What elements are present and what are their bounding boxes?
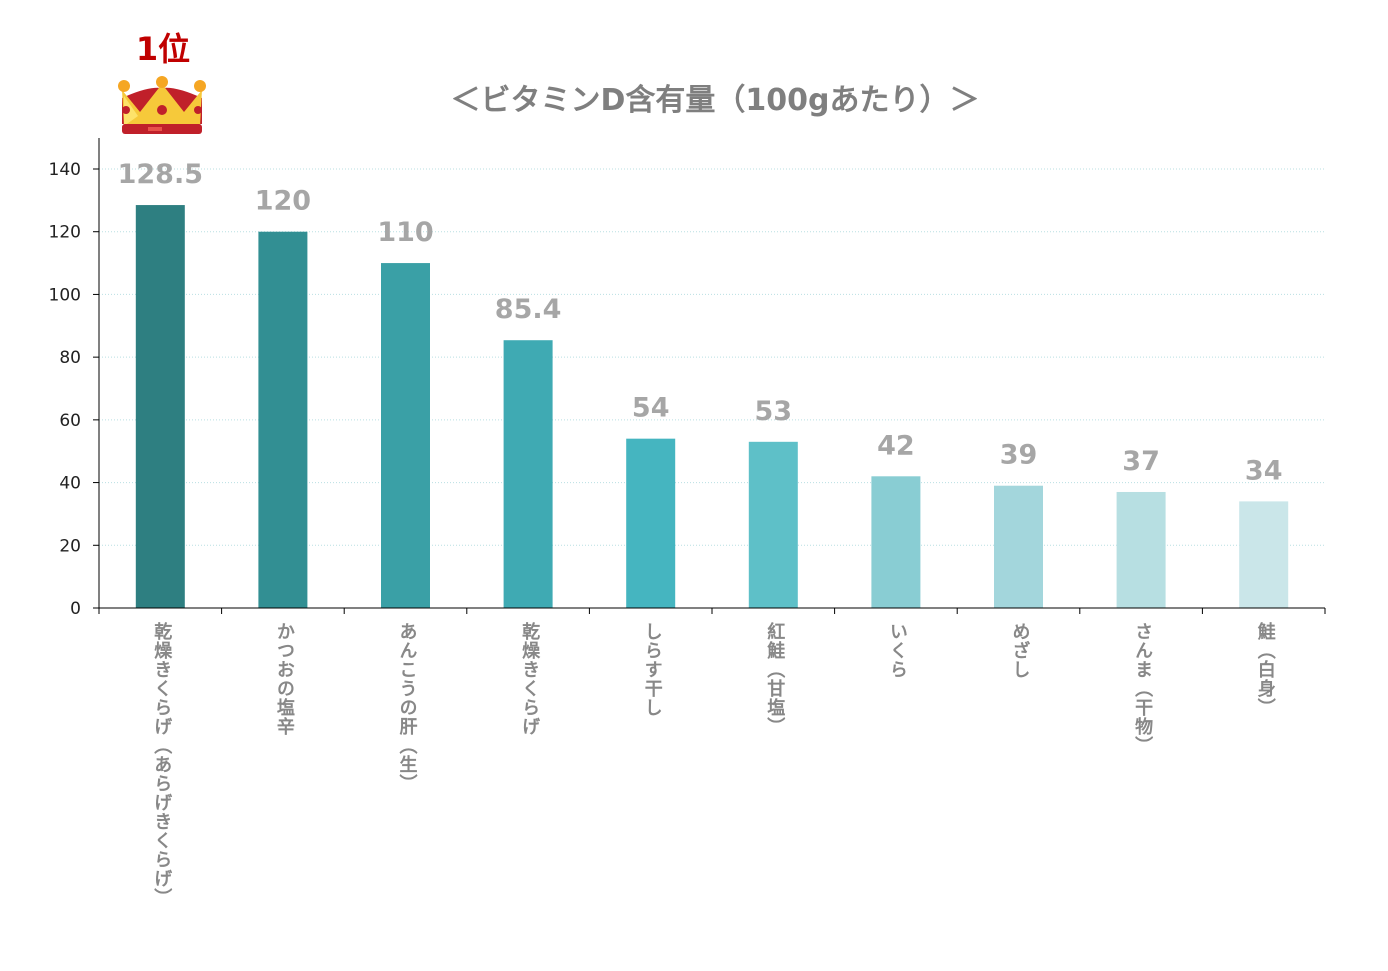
bar <box>135 205 185 608</box>
bar <box>503 340 553 608</box>
rank-label: 1位 <box>135 30 191 68</box>
x-tick-label: さんま（干物） <box>1132 622 1154 755</box>
data-label: 34 <box>1245 455 1283 486</box>
bar <box>871 476 921 608</box>
crown-icon <box>118 76 206 134</box>
data-label: 37 <box>1122 446 1160 477</box>
data-label: 42 <box>877 430 915 461</box>
y-tick-label: 20 <box>59 536 81 556</box>
data-label: 85.4 <box>495 294 562 325</box>
x-tick-label: いくら <box>886 622 908 679</box>
y-tick-label: 80 <box>59 348 81 368</box>
x-tick-label: しらす干し <box>641 622 663 717</box>
bar <box>1239 501 1289 608</box>
bar <box>748 441 798 608</box>
data-label: 39 <box>1000 440 1038 471</box>
chart-title: ＜ビタミンD含有量（100gあたり）＞ <box>451 83 980 118</box>
data-label: 110 <box>377 217 433 248</box>
y-tick-label: 0 <box>70 599 81 619</box>
bar <box>626 438 676 608</box>
x-tick-label: かつおの塩辛 <box>273 622 295 736</box>
x-tick-label: 乾燥きくらげ <box>519 622 541 736</box>
bar <box>381 263 430 608</box>
data-label: 120 <box>255 186 311 217</box>
x-tick-label: 乾燥きくらげ（あらげきくらげ） <box>151 622 173 907</box>
data-label: 54 <box>632 393 670 424</box>
x-tick-label: 紅鮭（甘塩） <box>764 622 786 736</box>
y-tick-label: 120 <box>49 223 81 243</box>
y-tick-label: 100 <box>49 285 81 305</box>
data-label: 128.5 <box>118 159 203 190</box>
x-tick-label: 鮭（白身） <box>1254 622 1276 717</box>
x-tick-label: めざし <box>1009 622 1031 679</box>
y-tick-label: 40 <box>59 474 81 494</box>
x-tick-label: あんこうの肝（生） <box>396 622 418 793</box>
bar <box>994 485 1043 608</box>
y-tick-label: 60 <box>59 411 81 431</box>
bar <box>258 231 308 608</box>
bar <box>1116 491 1166 608</box>
y-tick-label: 140 <box>49 160 81 180</box>
data-label: 53 <box>755 396 793 427</box>
